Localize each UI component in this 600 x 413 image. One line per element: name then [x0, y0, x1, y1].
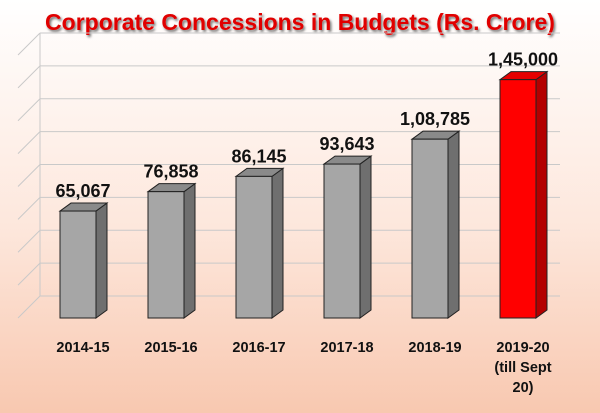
category-label: (till Sept: [494, 360, 551, 376]
gridline-depth: [17, 32, 41, 56]
bar-front: [147, 191, 185, 319]
gridline-depth: [17, 131, 41, 154]
chart-title: Corporate Concessions in Budgets (Rs. Cr…: [45, 9, 555, 35]
bar-front: [323, 163, 361, 319]
bar-front: [411, 138, 449, 319]
category-label: 2019-20: [496, 340, 549, 356]
category-label: 2017-18: [320, 340, 373, 356]
bar: [58, 202, 109, 319]
bar-side: [95, 202, 108, 319]
bar-side: [183, 182, 196, 319]
category-labels: 2014-15 2015-16 2016-17 2017-18 2018-19 2019-…: [56, 340, 551, 396]
bar-front: [499, 79, 537, 319]
bar: [498, 70, 549, 319]
gridline-depth: [17, 98, 41, 122]
value-label: 76,858: [143, 162, 198, 182]
bar: [146, 182, 197, 319]
value-label: 65,067: [55, 181, 110, 201]
bar-front: [235, 175, 273, 319]
category-label: 20): [513, 380, 534, 396]
gridline-depth: [17, 229, 41, 253]
bar: [410, 130, 461, 319]
bar-side: [271, 167, 284, 319]
gridline-depth: [17, 164, 41, 187]
value-label: 1,45,000: [488, 50, 558, 70]
value-labels: 65,067 76,858 86,145 93,643 1,08,785 1,45,000: [55, 50, 558, 201]
gridline-depth: [17, 262, 41, 286]
category-label: 2016-17: [232, 340, 285, 356]
value-label: 93,643: [319, 134, 374, 154]
value-label: 86,145: [231, 146, 286, 166]
bar-side: [535, 70, 548, 319]
category-label: 2015-16: [144, 340, 197, 356]
bar-front: [59, 210, 97, 319]
bars: [58, 70, 549, 319]
gridline-depth: [17, 65, 41, 89]
gridline-depth: [17, 197, 41, 220]
bar-side: [359, 155, 372, 319]
category-label: 2018-19: [408, 340, 461, 356]
bar: [234, 167, 285, 319]
value-label: 1,08,785: [400, 109, 470, 129]
bar: [322, 155, 373, 319]
category-label: 2014-15: [56, 340, 109, 356]
gridlines: [17, 32, 560, 319]
gridline-depth: [17, 295, 41, 319]
bar-side: [447, 130, 460, 319]
